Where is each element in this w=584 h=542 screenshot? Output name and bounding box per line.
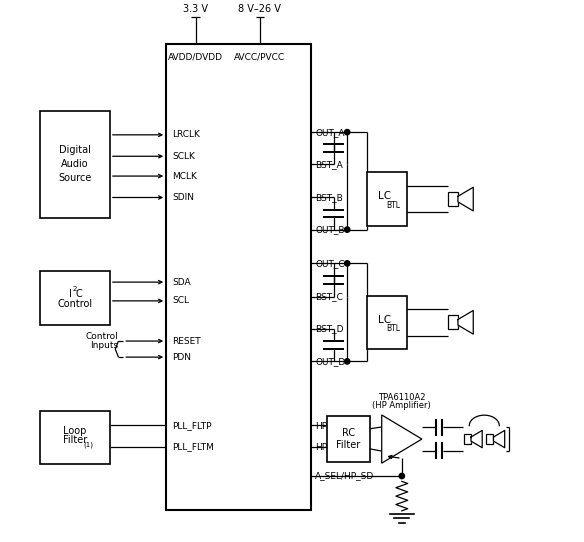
- Polygon shape: [471, 430, 482, 448]
- Text: BST_D: BST_D: [315, 324, 343, 333]
- Text: 3.3 V: 3.3 V: [183, 4, 208, 14]
- Bar: [367, 295, 407, 349]
- Text: SDIN: SDIN: [172, 193, 194, 202]
- Text: C: C: [76, 289, 83, 299]
- Text: HPL_PWM: HPL_PWM: [315, 443, 359, 451]
- Text: BST_C: BST_C: [315, 292, 343, 301]
- Polygon shape: [493, 430, 505, 448]
- Bar: [367, 172, 407, 226]
- Bar: [40, 411, 110, 464]
- Text: BTL: BTL: [387, 324, 401, 333]
- Text: BST_B: BST_B: [315, 193, 343, 202]
- Text: OUT_C: OUT_C: [315, 259, 345, 268]
- Circle shape: [345, 359, 350, 364]
- Text: PDN: PDN: [172, 353, 192, 362]
- Text: OUT_A: OUT_A: [315, 128, 345, 137]
- Text: 2: 2: [73, 286, 77, 292]
- Text: A_SEL/HP_SD: A_SEL/HP_SD: [315, 472, 374, 481]
- Text: LRCLK: LRCLK: [172, 130, 200, 139]
- Text: AVDD/DVDD: AVDD/DVDD: [168, 53, 223, 62]
- Text: TPA6110A2: TPA6110A2: [378, 393, 426, 402]
- Text: SCL: SCL: [172, 296, 190, 305]
- Bar: [327, 416, 370, 462]
- Circle shape: [345, 261, 350, 266]
- Text: SCLK: SCLK: [172, 152, 196, 161]
- Text: SDA: SDA: [172, 278, 191, 287]
- Polygon shape: [458, 188, 473, 211]
- Circle shape: [345, 227, 350, 233]
- Bar: [486, 434, 493, 444]
- Text: (HP Amplifier): (HP Amplifier): [373, 401, 431, 410]
- Bar: [40, 111, 110, 218]
- Text: PLL_FLTM: PLL_FLTM: [172, 443, 214, 451]
- Text: PLL_FLTP: PLL_FLTP: [172, 421, 212, 430]
- Circle shape: [345, 130, 350, 135]
- Text: (1): (1): [84, 441, 93, 448]
- Text: OUT_B: OUT_B: [315, 225, 345, 234]
- Text: OUT_D: OUT_D: [315, 357, 345, 366]
- Text: BST_A: BST_A: [315, 160, 343, 169]
- Text: Control: Control: [57, 299, 93, 308]
- Text: 8 V–26 V: 8 V–26 V: [238, 4, 281, 14]
- Bar: [166, 44, 311, 510]
- Text: I: I: [69, 289, 72, 299]
- Text: Inputs: Inputs: [90, 341, 118, 350]
- Text: LC: LC: [378, 314, 391, 325]
- Text: MCLK: MCLK: [172, 172, 197, 180]
- Text: Loop: Loop: [64, 426, 87, 436]
- Text: Digital
Audio
Source: Digital Audio Source: [58, 145, 92, 183]
- Text: BTL: BTL: [387, 201, 401, 210]
- Polygon shape: [382, 415, 422, 463]
- Text: HPR_PWM: HPR_PWM: [315, 421, 360, 430]
- Text: Filter: Filter: [63, 435, 87, 445]
- Bar: [448, 315, 458, 329]
- Text: Control: Control: [85, 332, 118, 341]
- Text: RESET: RESET: [172, 337, 201, 346]
- Text: RC
Filter: RC Filter: [336, 428, 360, 450]
- Bar: [40, 272, 110, 325]
- Bar: [448, 192, 458, 206]
- Polygon shape: [458, 311, 473, 334]
- Text: AVCC/PVCC: AVCC/PVCC: [234, 53, 286, 62]
- Circle shape: [399, 473, 405, 479]
- Bar: [464, 434, 471, 444]
- Text: LC: LC: [378, 191, 391, 202]
